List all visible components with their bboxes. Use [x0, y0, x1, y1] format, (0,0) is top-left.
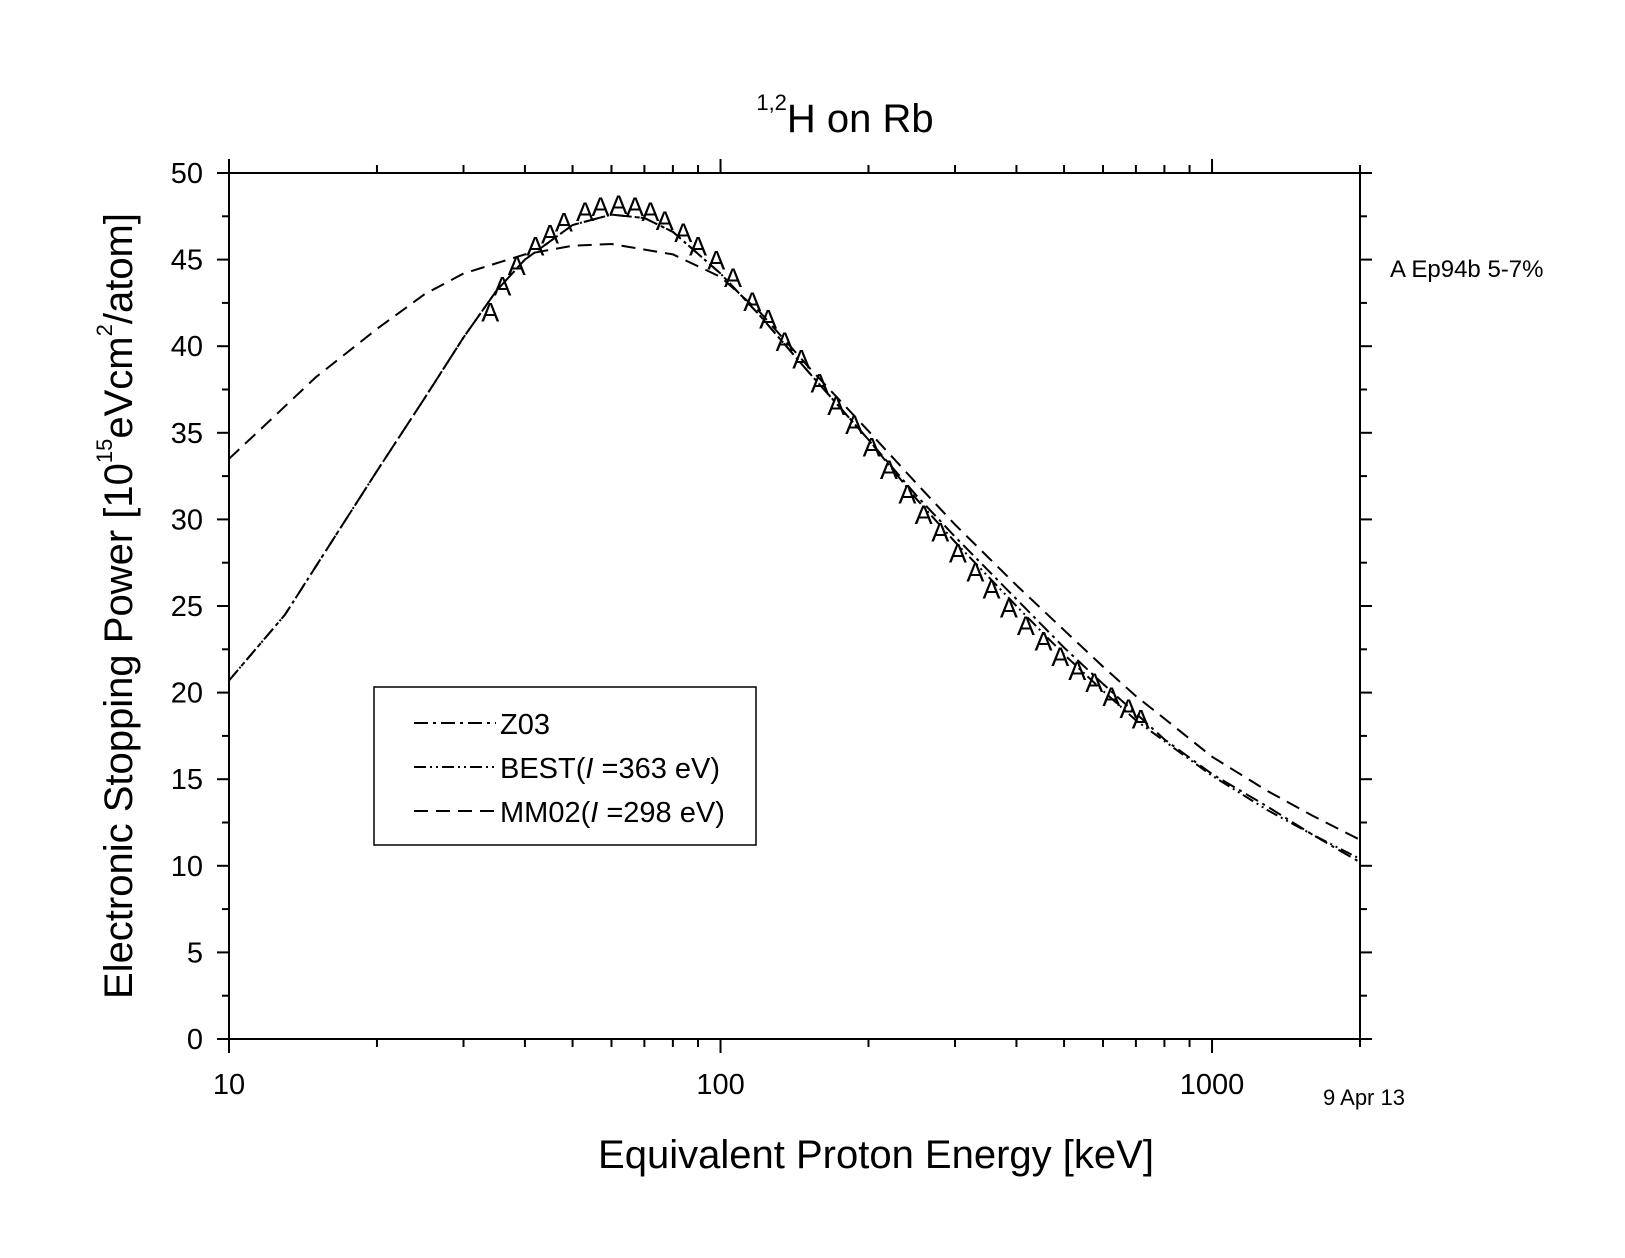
- data-point-marker: A: [759, 304, 777, 334]
- chart-title: 1,2H on Rb: [756, 90, 933, 141]
- data-point-marker: A: [983, 575, 1001, 605]
- date-stamp: 9 Apr 13: [1323, 1085, 1405, 1110]
- data-point-marker: A: [1034, 627, 1052, 657]
- y-tick-label: 25: [171, 591, 203, 623]
- y-tick-label: 5: [187, 937, 203, 969]
- data-point-marker: A: [609, 190, 627, 220]
- series-line-mm02: [228, 242, 1361, 841]
- data-point-marker: A: [898, 479, 916, 509]
- series-group: [228, 213, 1361, 864]
- data-point-marker: A: [1132, 705, 1150, 735]
- y-tick-label: 0: [187, 1024, 203, 1056]
- data-point-marker: A: [931, 518, 949, 548]
- data-point-marker: A: [707, 246, 725, 276]
- y-tick-label: 50: [171, 158, 203, 190]
- data-point-marker: A: [641, 197, 659, 227]
- y-tick-label: 35: [171, 418, 203, 450]
- data-point-marker: A: [576, 197, 594, 227]
- y-tick-label: 15: [171, 764, 203, 796]
- y-tick-label: 45: [171, 245, 203, 277]
- data-point-marker: A: [949, 538, 967, 568]
- data-point-marker: A: [811, 369, 829, 399]
- data-point-marker: A: [743, 287, 761, 317]
- plot-frame: [228, 172, 1361, 1040]
- x-axis: 10 100 1000: [213, 159, 1361, 1101]
- data-point-marker: A: [592, 192, 610, 222]
- data-point-marker: A: [1068, 656, 1086, 686]
- data-key-note: 5-7%: [1487, 256, 1543, 283]
- data-point-marker: A: [776, 327, 794, 357]
- data-point-marker: A: [792, 344, 810, 374]
- chart-title-superscript: 1,2: [756, 90, 787, 115]
- data-point-marker: A: [481, 298, 499, 328]
- data-key-marker: A: [1390, 256, 1406, 283]
- data-point-marker: A: [526, 232, 544, 262]
- x-axis-label: Equivalent Proton Energy [keV]: [598, 1133, 1154, 1177]
- data-point-marker: A: [493, 272, 511, 302]
- data-point-marker: A: [508, 251, 526, 281]
- x-tick-label: 100: [696, 1069, 744, 1101]
- data-point-marker: A: [880, 455, 898, 485]
- data-point-marker: A: [674, 218, 692, 248]
- data-point-marker: A: [541, 220, 559, 250]
- legend-entry-best: BEST(I =363 eV): [500, 753, 720, 785]
- x-tick-label: 10: [213, 1069, 245, 1101]
- data-point-marker: A: [555, 207, 573, 237]
- data-key: A Ep94b 5-7%: [1390, 256, 1543, 283]
- data-point-marker: A: [1051, 642, 1069, 672]
- data-point-marker: A: [915, 500, 933, 530]
- y-tick-label: 30: [171, 504, 203, 536]
- y-axis: 0 5 10 15 20 25 30 35 40 45 50: [171, 158, 1372, 1056]
- chart-title-main: H on Rb: [787, 97, 934, 141]
- legend-entry-mm02: MM02(I =298 eV): [500, 797, 725, 829]
- data-point-marker: A: [1085, 668, 1103, 698]
- data-point-marker: A: [1102, 682, 1120, 712]
- x-tick-label: 1000: [1180, 1069, 1245, 1101]
- y-tick-label: 40: [171, 331, 203, 363]
- data-point-marker: A: [863, 433, 881, 463]
- legend: Z03 BEST(I =363 eV) MM02(I =298 eV): [373, 686, 757, 846]
- y-tick-label: 20: [171, 678, 203, 710]
- data-point-marker: A: [1000, 594, 1018, 624]
- data-point-marker: A: [656, 206, 674, 236]
- data-key-name: Ep94b: [1411, 256, 1480, 283]
- data-point-marker: A: [626, 192, 644, 222]
- series-line-best: [228, 213, 1361, 860]
- data-point-marker: A: [845, 410, 863, 440]
- data-point-marker: A: [689, 232, 707, 262]
- data-point-marker: A: [724, 263, 742, 293]
- data-point-marker: A: [1017, 611, 1035, 641]
- y-tick-label: 10: [171, 851, 203, 883]
- data-point-marker: A: [966, 557, 984, 587]
- data-point-marker: A: [1119, 694, 1137, 724]
- legend-entry-z03: Z03: [500, 709, 550, 741]
- data-point-marker: A: [827, 391, 845, 421]
- y-axis-label: Electronic Stopping Power [1015eVcm2/ato…: [92, 213, 141, 999]
